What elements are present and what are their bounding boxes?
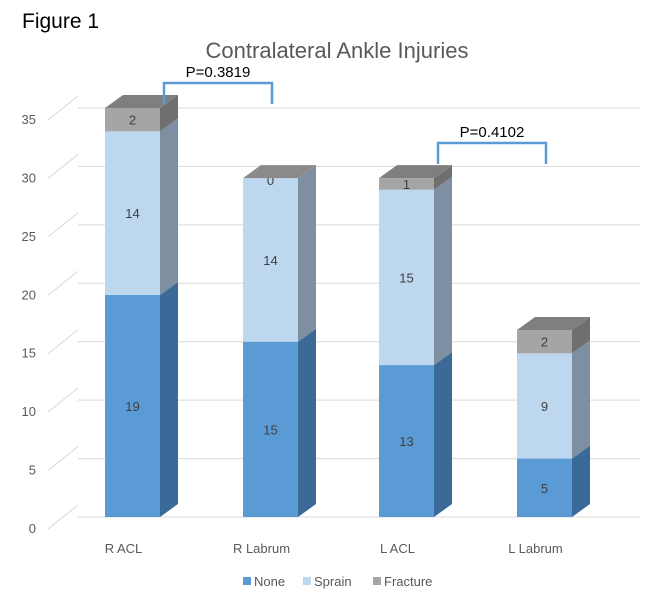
y-tick-label: 10: [22, 404, 36, 419]
significance-bracket: [162, 81, 274, 104]
y-axis-ticks: 0 5 10 15 20 25 30 35: [22, 112, 36, 536]
bar-fracture-r-acl: [105, 108, 160, 132]
p-value-label: P=0.3819: [186, 64, 251, 81]
x-category-label: L Labrum: [508, 541, 562, 556]
y-tick-label: 35: [22, 112, 36, 127]
gridline-depth: [47, 387, 79, 413]
bar-top-cap: [379, 165, 452, 179]
bar-sprain-r-labrum-side: [298, 165, 316, 342]
data-label: 2: [129, 113, 136, 128]
gridline-depth: [47, 270, 79, 296]
bar-fracture-l-labrum-side: [572, 317, 590, 354]
bar-none-l-acl: [379, 365, 434, 517]
gridline-depth: [47, 329, 79, 355]
legend: None Sprain Fracture: [243, 574, 432, 589]
data-label: 5: [541, 481, 548, 496]
data-label: 15: [399, 270, 413, 285]
bar-none-r-acl-side: [160, 281, 178, 517]
data-label: 9: [541, 399, 548, 414]
bar-fracture-l-acl-side: [434, 165, 452, 190]
bar-none-r-labrum-side: [298, 328, 316, 517]
y-tick-label: 30: [22, 170, 36, 185]
significance-bracket: [436, 141, 548, 164]
y-tick-label: 0: [29, 521, 36, 536]
bar-sprain-r-acl-side: [160, 118, 178, 295]
gridline-depth: [47, 504, 79, 530]
data-label: 13: [399, 434, 413, 449]
legend-label-none: None: [254, 574, 285, 589]
x-category-label: L ACL: [380, 541, 415, 556]
x-category-label: R Labrum: [233, 541, 290, 556]
figure-label: Figure 1: [22, 10, 100, 33]
data-label: 14: [263, 253, 277, 268]
data-label: 19: [125, 399, 139, 414]
data-label: 2: [541, 335, 548, 350]
y-tick-label: 25: [22, 229, 36, 244]
bar-top-cap: [517, 317, 590, 331]
gridline-depth: [47, 212, 79, 238]
y-tick-label: 15: [22, 346, 36, 361]
bar-fracture-l-labrum: [517, 330, 572, 354]
legend-swatch-none: [243, 577, 251, 585]
data-label: 14: [125, 206, 139, 221]
bar-fracture-l-acl: [379, 178, 434, 190]
bar-top-cap: [243, 165, 316, 179]
data-label: 15: [263, 422, 277, 437]
legend-label-sprain: Sprain: [314, 574, 352, 589]
bar-none-l-labrum: [517, 458, 572, 517]
gridline-depth: [47, 95, 79, 121]
p-value-label: P=0.4102: [460, 124, 525, 141]
bar-none-l-labrum-side: [572, 445, 590, 517]
x-axis-categories: R ACL R Labrum L ACL L Labrum: [105, 541, 563, 556]
gridline-depth: [47, 446, 79, 471]
y-tick-label: 5: [29, 463, 36, 478]
bar-sprain-r-acl: [105, 131, 160, 295]
annotations: P=0.3819 P=0.4102: [162, 64, 548, 164]
bar-top-cap: [105, 95, 178, 108]
bar-sprain-l-acl: [379, 189, 434, 366]
bar-none-r-acl: [105, 294, 160, 517]
legend-label-fracture: Fracture: [384, 574, 432, 589]
bar-none-r-labrum: [243, 341, 298, 517]
legend-swatch-sprain: [303, 577, 311, 585]
bar-sprain-l-labrum: [517, 353, 572, 459]
data-label: 1: [403, 177, 410, 192]
bar-fracture-r-acl-side: [160, 95, 178, 132]
bar-none-l-acl-side: [434, 352, 452, 517]
bar-sprain-r-labrum: [243, 178, 298, 342]
legend-swatch-fracture: [373, 577, 381, 585]
bar-sprain-l-acl-side: [434, 176, 452, 366]
data-label: 0: [267, 173, 274, 188]
bar-sprain-l-labrum-side: [572, 340, 590, 459]
chart-title: Contralateral Ankle Injuries: [206, 38, 469, 63]
x-category-label: R ACL: [105, 541, 143, 556]
gridline-depth: [47, 154, 79, 179]
y-tick-label: 20: [22, 287, 36, 302]
